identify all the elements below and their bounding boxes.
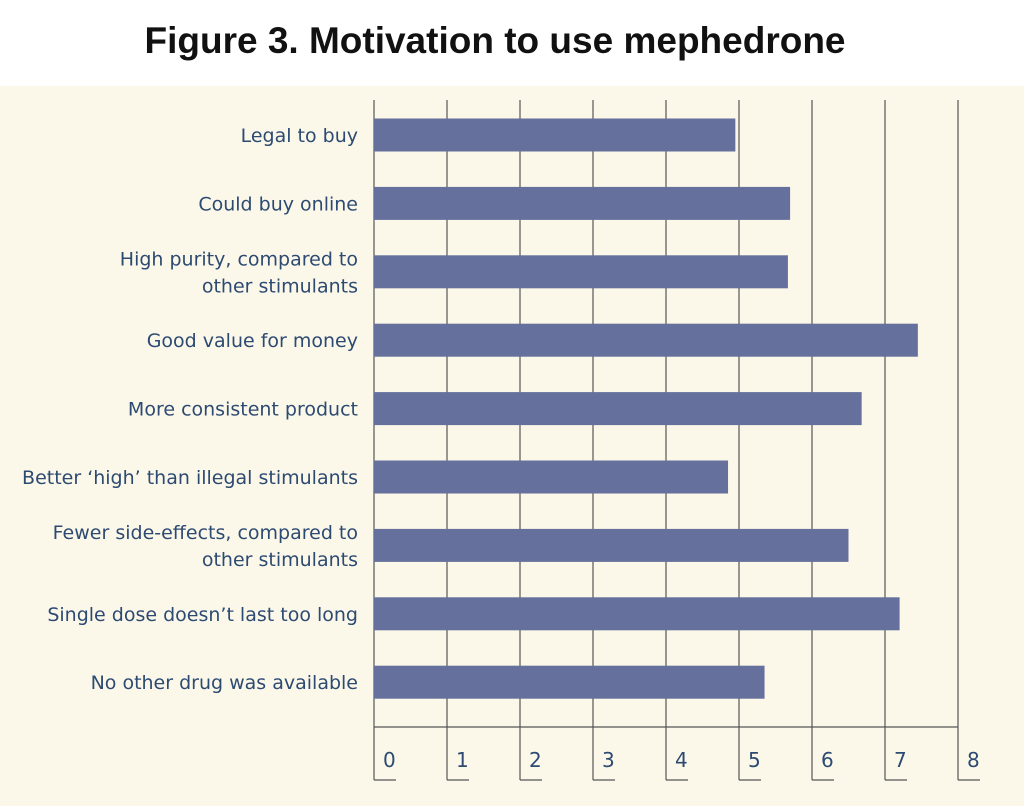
x-tick-labels: 0 1 2 3 4 5 6 7 8 <box>383 748 980 772</box>
bar <box>374 528 849 562</box>
title-bar: Figure 3. Motivation to use mephedrone <box>0 0 1024 86</box>
category-label: Fewer side-effects, compared to <box>53 522 358 544</box>
bar <box>374 460 729 494</box>
chart-title: Figure 3. Motivation to use mephedrone <box>144 20 846 61</box>
bars <box>374 118 918 699</box>
bar <box>374 118 736 152</box>
category-label: Single dose doesn’t last too long <box>47 604 358 626</box>
category-label: High purity, compared to <box>120 248 358 270</box>
bar <box>374 392 862 426</box>
bar <box>374 186 791 220</box>
x-tick-label: 6 <box>821 748 834 772</box>
x-tick-label: 4 <box>675 748 688 772</box>
x-tick-label: 0 <box>383 748 396 772</box>
x-tick-label: 2 <box>529 748 542 772</box>
bar <box>374 323 918 357</box>
category-label: Could buy online <box>198 193 358 215</box>
category-label: other stimulants <box>202 275 358 297</box>
bar <box>374 597 900 631</box>
x-tick-label: 3 <box>602 748 615 772</box>
category-label: Better ‘high’ than illegal stimulants <box>22 467 358 489</box>
category-label: other stimulants <box>202 549 358 571</box>
category-label: Legal to buy <box>241 125 358 147</box>
category-label: More consistent product <box>128 399 358 421</box>
bar <box>374 665 765 699</box>
x-tick-label: 1 <box>456 748 469 772</box>
x-tick-label: 7 <box>894 748 907 772</box>
x-tick-label: 8 <box>967 748 980 772</box>
category-label: No other drug was available <box>91 672 358 694</box>
category-label: Good value for money <box>147 330 358 352</box>
bar <box>374 255 788 289</box>
x-tick-label: 5 <box>748 748 761 772</box>
category-labels: Legal to buy Could buy online High purity,… <box>22 125 358 694</box>
